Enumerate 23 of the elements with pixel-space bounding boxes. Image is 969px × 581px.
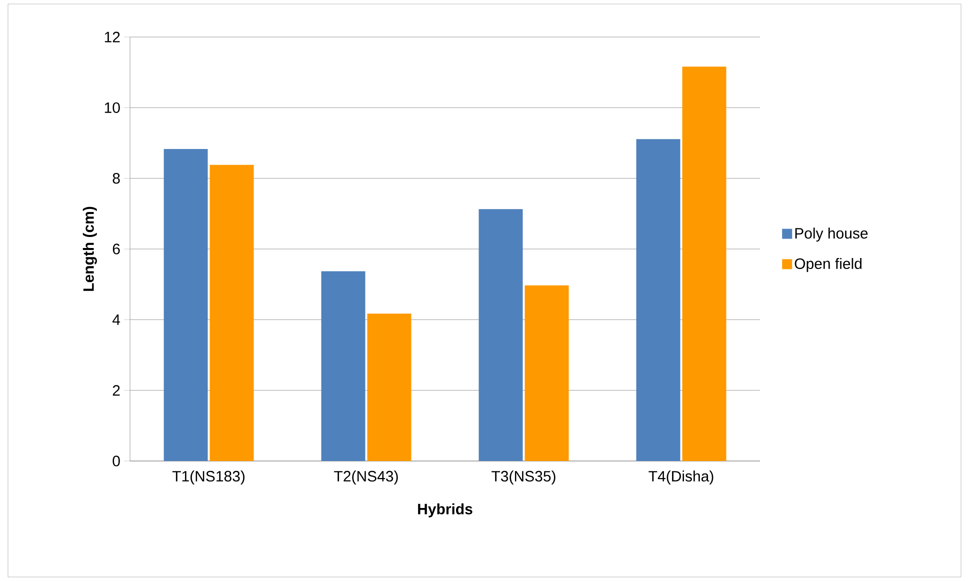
y-tick-label: 4 [112,314,120,325]
y-tick-label: 12 [104,32,120,42]
bar [478,209,523,461]
legend-label: Poly house [795,228,868,242]
y-tick-label: 8 [112,173,120,184]
bar [524,285,569,461]
y-tick-label: 2 [112,385,120,396]
x-tick-label: T1(NS183) [172,470,244,485]
y-tick-label: 6 [112,244,120,254]
bar [367,314,412,461]
y-tick-label: 10 [104,102,120,113]
x-tick-label: T4(Disha) [648,470,714,485]
x-tick-label: T2(NS43) [334,470,398,485]
bar [164,149,208,461]
x-axis-title: Hybrids [418,503,472,518]
bar [682,66,726,461]
legend-label: Open field [794,258,862,272]
y-tick-label: 0 [112,456,120,466]
x-tick-label: T3(NS35) [492,470,556,485]
bar [636,139,680,461]
y-axis-title: Length (cm) [82,206,97,291]
bar [321,271,366,461]
bar [210,164,254,461]
